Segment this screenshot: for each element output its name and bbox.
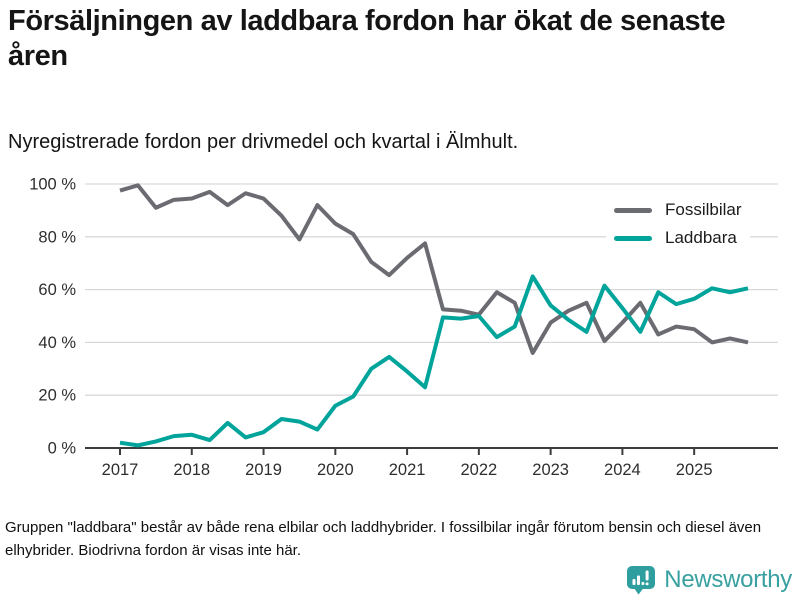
- legend-item-laddbara: Laddbara: [614, 228, 742, 248]
- fossilbilar-line-swatch: [614, 207, 652, 213]
- legend-label-laddbara: Laddbara: [665, 228, 737, 247]
- brand-name: Newsworthy: [664, 565, 792, 593]
- y-axis-label: 100 %: [29, 176, 76, 194]
- x-axis-label: 2021: [389, 461, 426, 479]
- y-axis-label: 40 %: [38, 334, 76, 352]
- x-axis-label: 2025: [676, 461, 713, 479]
- x-axis-label: 2018: [173, 461, 210, 479]
- legend-label-fossilbilar: Fossilbilar: [665, 200, 742, 219]
- series-line-laddbara: [119, 274, 749, 448]
- legend: Fossilbilar Laddbara: [606, 197, 750, 253]
- laddbara-line-swatch: [614, 235, 652, 241]
- x-axis-label: 2023: [532, 461, 569, 479]
- x-axis-label: 2024: [604, 461, 641, 479]
- line-chart: 0 % 20 % 40 % 60 % 80 % 100 % 2017 2018 2019 2020…: [29, 176, 778, 479]
- legend-item-fossilbilar: Fossilbilar: [614, 200, 742, 220]
- chart-title: Försäljningen av laddbara fordon har öka…: [8, 5, 726, 73]
- series-line-fossilbilar: [119, 183, 749, 355]
- x-axis-label: 2017: [102, 461, 139, 479]
- newsworthy-logo-icon: [627, 566, 656, 595]
- y-axis-label: 0 %: [48, 440, 77, 458]
- x-axis-label: 2019: [245, 461, 282, 479]
- x-axis-label: 2022: [460, 461, 497, 479]
- x-axis-label: 2020: [317, 461, 354, 479]
- y-axis-label: 80 %: [38, 228, 76, 246]
- chart-subtitle: Nyregistrerade fordon per drivmedel och …: [8, 131, 519, 153]
- footnote: Gruppen "laddbara" består av både rena e…: [5, 519, 762, 559]
- y-axis-label: 20 %: [38, 387, 76, 405]
- brand-logo: Newsworthy: [626, 564, 792, 595]
- y-axis-label: 60 %: [38, 281, 76, 299]
